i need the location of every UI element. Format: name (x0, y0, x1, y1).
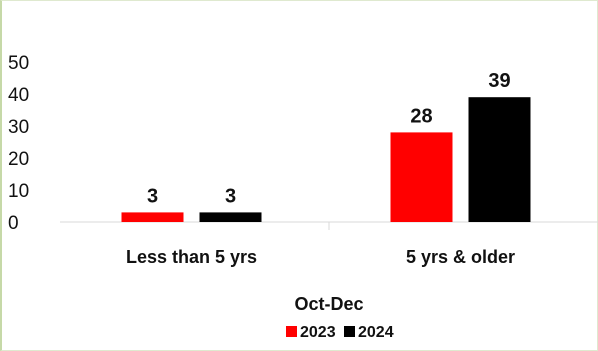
category-label: 5 yrs & older (406, 247, 515, 267)
bar (121, 212, 184, 222)
data-label: 39 (488, 70, 510, 92)
y-axis-ticks: 0 10 20 30 40 50 (8, 53, 29, 234)
bars (121, 97, 531, 222)
data-labels: 3 3 28 39 (147, 70, 511, 207)
data-label: 28 (410, 105, 432, 127)
y-tick-label: 50 (8, 53, 29, 74)
category-label: Less than 5 yrs (126, 247, 257, 267)
bar (468, 97, 531, 222)
y-tick-label: 30 (8, 117, 29, 138)
y-tick-label: 20 (8, 149, 29, 170)
data-label: 3 (225, 185, 236, 207)
legend-label: 2024 (358, 324, 394, 341)
legend: 2023 2024 (286, 324, 394, 341)
category-labels: Less than 5 yrs 5 yrs & older (126, 247, 515, 267)
bar (390, 132, 453, 222)
y-tick-label: 0 (8, 213, 19, 234)
x-axis-title: Oct-Dec (294, 294, 363, 314)
bar (199, 212, 262, 222)
data-label: 3 (147, 185, 158, 207)
legend-label: 2023 (300, 324, 336, 341)
y-tick-label: 10 (8, 181, 29, 202)
y-tick-label: 40 (8, 85, 29, 106)
legend-swatch (344, 326, 355, 337)
legend-swatch (286, 326, 297, 337)
